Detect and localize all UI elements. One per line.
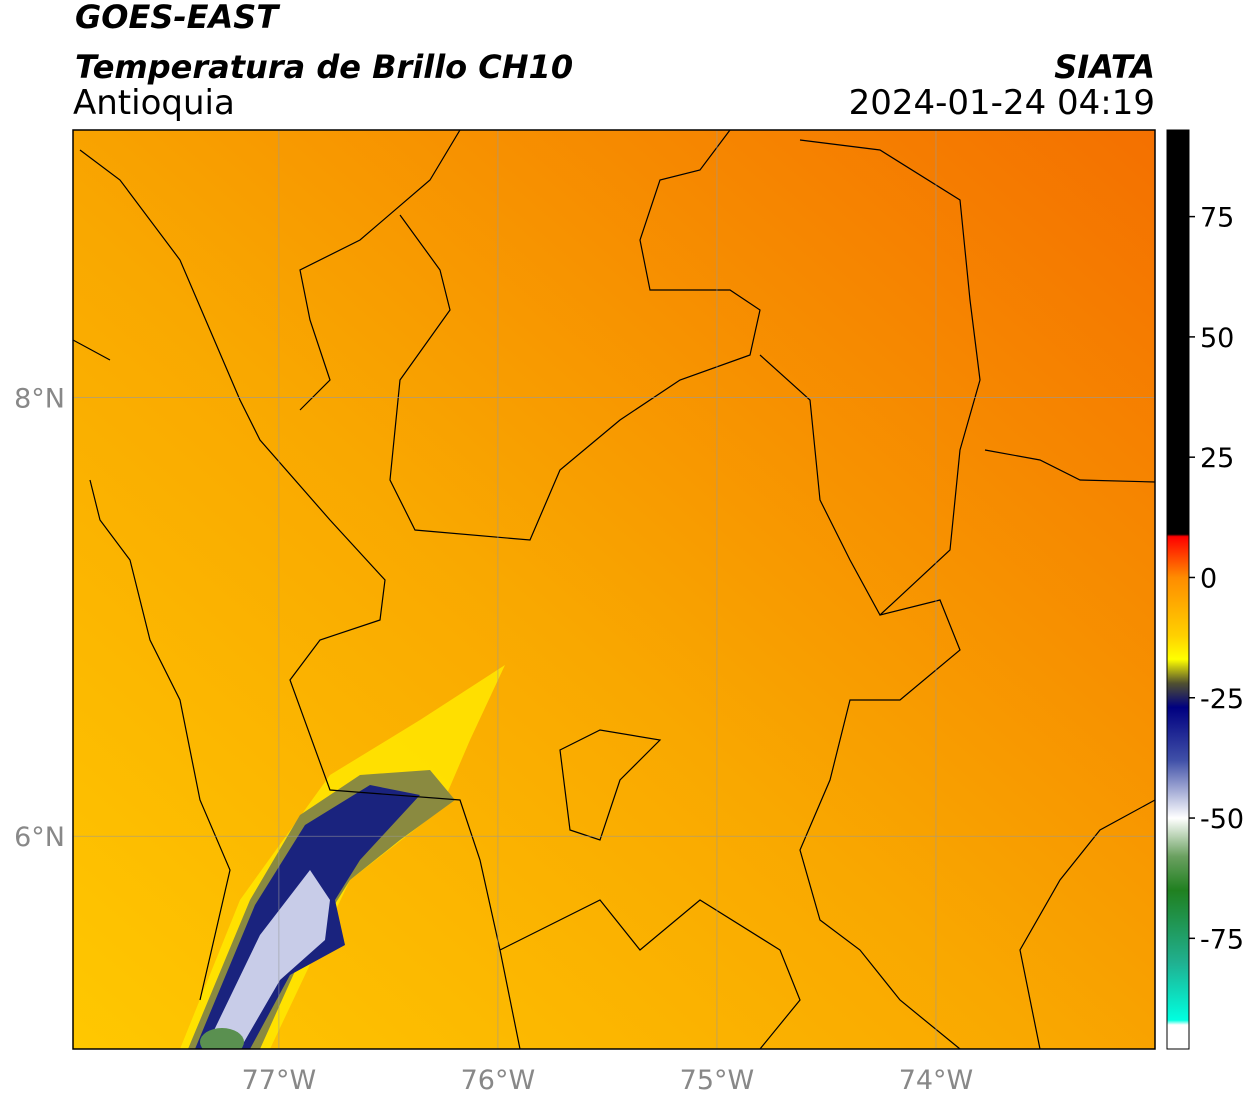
map-frame xyxy=(72,129,1156,1050)
colorbar-tick-label: -50 xyxy=(1200,804,1244,835)
borders xyxy=(73,130,1155,1049)
x-tick-label: 77°W xyxy=(242,1065,317,1096)
subtitle: Temperatura de Brillo CH10 xyxy=(75,48,573,86)
y-tick-label: 6°N xyxy=(14,822,65,853)
datetime: 2024-01-24 04:19 xyxy=(849,83,1155,123)
region: Antioquia xyxy=(73,83,235,123)
cloud-top xyxy=(205,870,330,1049)
colorbar-tick-label: 50 xyxy=(1200,323,1234,354)
colorbar-tick-label: -25 xyxy=(1200,684,1244,715)
source: SIATA xyxy=(1054,48,1155,86)
colorbar-tick-label: 75 xyxy=(1200,203,1234,234)
x-tick-label: 75°W xyxy=(680,1065,755,1096)
temperature-field xyxy=(73,130,1155,1049)
colorbar xyxy=(1166,129,1190,1050)
grid xyxy=(73,130,1155,1049)
map-field xyxy=(73,130,1155,1049)
colorbar-tick-label: 0 xyxy=(1200,563,1217,594)
y-tick-label: 8°N xyxy=(14,384,65,415)
colorbar-tick-label: -75 xyxy=(1200,924,1244,955)
colorbar-tick-label: 25 xyxy=(1200,443,1234,474)
cloud-cold xyxy=(200,1028,244,1049)
x-tick-label: 76°W xyxy=(461,1065,536,1096)
x-tick-label: 74°W xyxy=(899,1065,974,1096)
title: GOES-EAST xyxy=(75,0,280,36)
